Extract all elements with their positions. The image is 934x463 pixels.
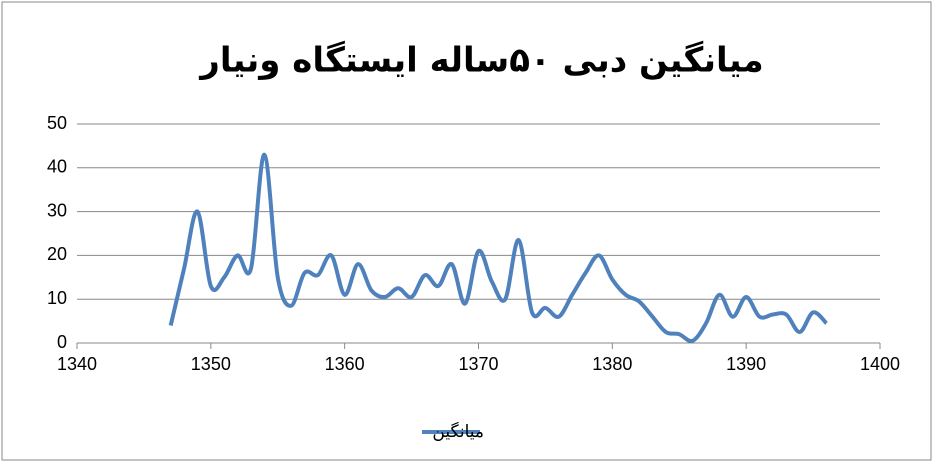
y-tick-label: 40 <box>47 157 67 177</box>
x-tick-label: 1360 <box>325 354 365 374</box>
x-tick-label: 1340 <box>57 354 97 374</box>
chart-title: میانگین دبی ۵۰ساله ایستگاه ونیار <box>198 41 763 81</box>
data-line <box>168 152 828 344</box>
y-tick-label: 50 <box>47 113 67 133</box>
y-tick-label: 20 <box>47 244 67 264</box>
x-tick-label: 1390 <box>726 354 766 374</box>
y-tick-label: 10 <box>47 288 67 308</box>
x-tick-label: 1380 <box>592 354 632 374</box>
y-tick-label: 30 <box>47 200 67 220</box>
x-tick-label: 1400 <box>860 354 900 374</box>
legend-label: میانگین <box>432 421 484 442</box>
x-tick-label: 1350 <box>191 354 231 374</box>
x-tick-label: 1370 <box>458 354 498 374</box>
y-tick-label: 0 <box>57 332 67 352</box>
